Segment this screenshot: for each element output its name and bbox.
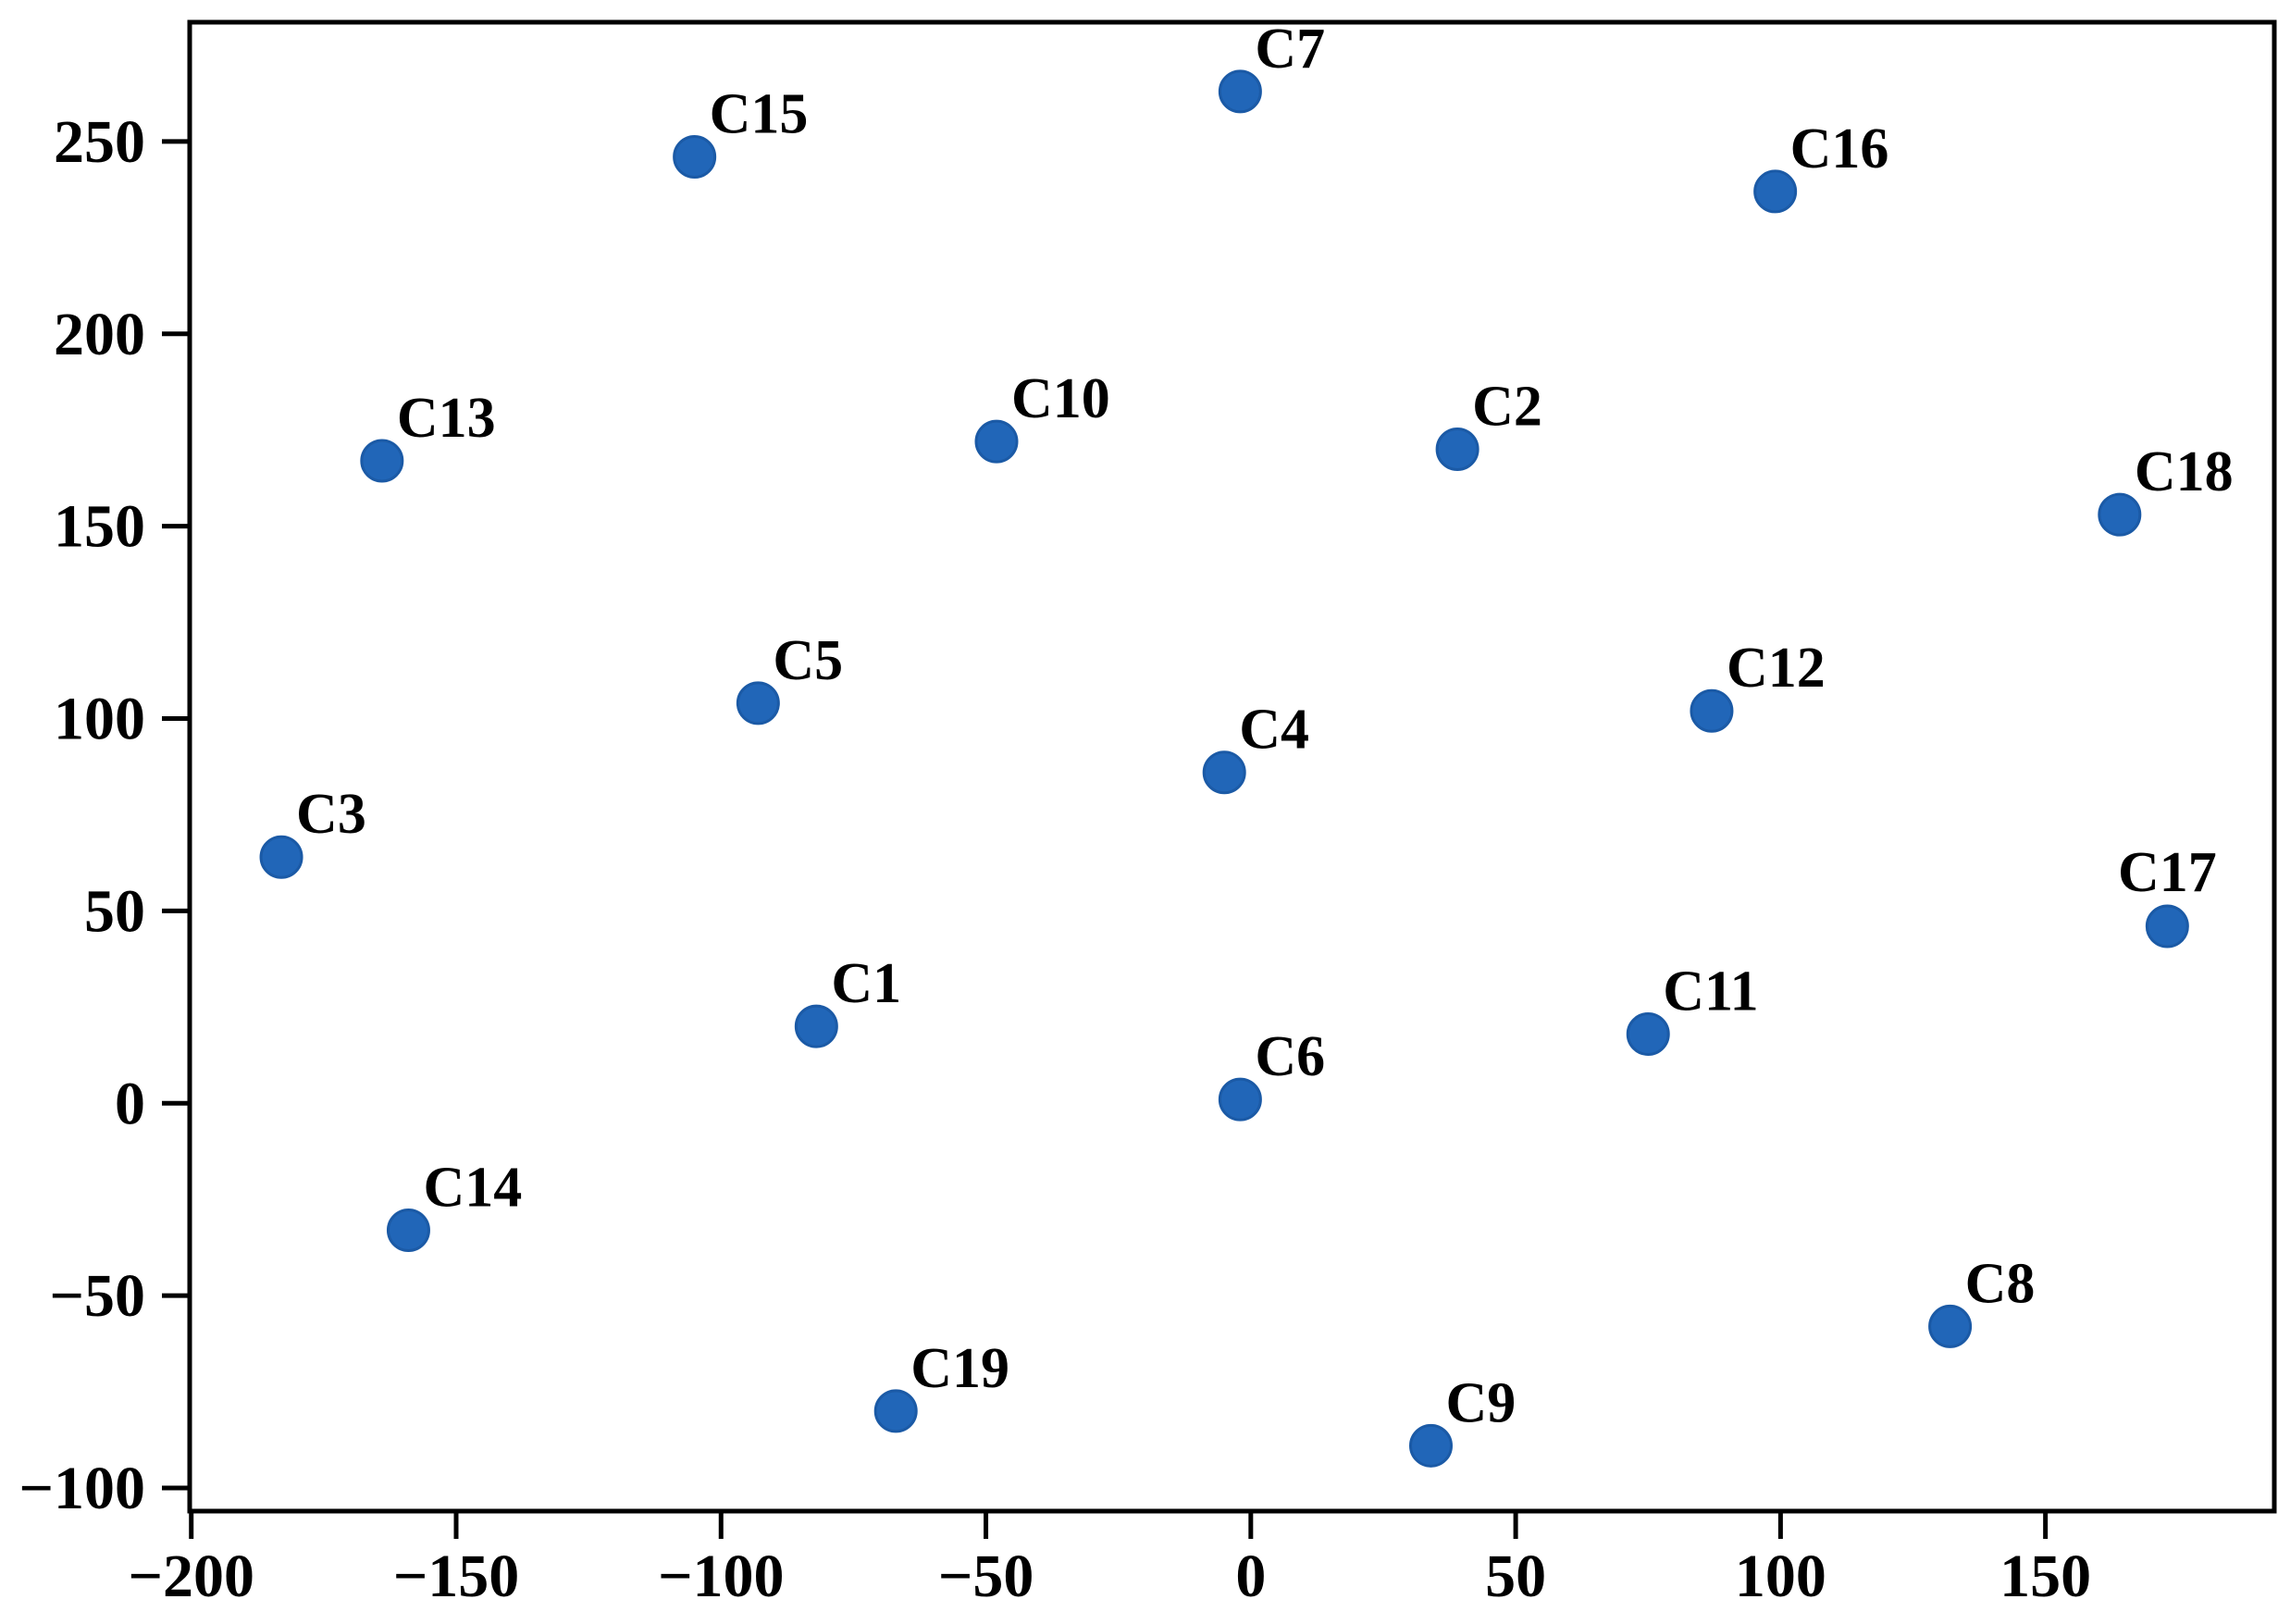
data-point-label: C3 xyxy=(296,783,366,846)
x-tick-label: 50 xyxy=(1485,1543,1546,1610)
x-tick-label: −100 xyxy=(658,1543,785,1610)
y-tick-label: 150 xyxy=(54,493,145,561)
y-tick-label: 0 xyxy=(115,1070,145,1137)
data-point-dot xyxy=(259,835,303,879)
data-point-dot xyxy=(673,135,717,180)
data-point-label: C15 xyxy=(710,83,809,146)
x-tick-label: −50 xyxy=(938,1543,1034,1610)
data-point-label: C14 xyxy=(423,1156,522,1219)
data-point-label: C4 xyxy=(1239,699,1309,762)
x-tick-label: 150 xyxy=(1999,1543,2091,1610)
data-point-dot xyxy=(736,681,780,725)
data-point-label: C2 xyxy=(1472,375,1542,438)
y-tick-label: −50 xyxy=(49,1262,145,1330)
data-point-label: C18 xyxy=(2135,440,2234,503)
x-tick-label: −150 xyxy=(393,1543,520,1610)
axes-frame xyxy=(187,19,2277,1514)
data-point-dot xyxy=(1435,427,1479,471)
y-tick-label: 50 xyxy=(84,877,145,945)
y-tick-label: −100 xyxy=(19,1455,145,1522)
data-point-label: C5 xyxy=(773,629,843,692)
data-point-label: C10 xyxy=(1011,367,1110,430)
y-tick-label: 200 xyxy=(54,301,145,368)
data-point-label: C12 xyxy=(1727,637,1826,700)
data-point-label: C11 xyxy=(1663,960,1758,1023)
data-point-dot xyxy=(2145,904,2189,948)
data-point-dot xyxy=(794,1004,838,1048)
data-point-dot xyxy=(1202,750,1246,795)
x-tick-label: 0 xyxy=(1235,1543,1266,1610)
data-point-label: C6 xyxy=(1255,1025,1325,1088)
y-tick-label: 250 xyxy=(54,108,145,176)
data-point-label: C9 xyxy=(1445,1371,1516,1434)
data-point-dot xyxy=(1408,1423,1453,1468)
data-point-dot xyxy=(1690,688,1734,733)
data-point-label: C1 xyxy=(831,952,901,1015)
data-point-dot xyxy=(1218,1077,1262,1122)
data-point-dot xyxy=(2098,492,2142,537)
x-tick-label: −200 xyxy=(128,1543,254,1610)
data-point-label: C17 xyxy=(2118,841,2217,904)
data-point-label: C8 xyxy=(1965,1252,2036,1315)
data-point-dot xyxy=(1626,1011,1670,1056)
data-point-dot xyxy=(873,1389,918,1433)
data-point-label: C13 xyxy=(397,387,496,450)
data-point-label: C16 xyxy=(1790,118,1889,180)
data-point-dot xyxy=(360,439,404,483)
x-tick-label: 100 xyxy=(1735,1543,1826,1610)
data-point-label: C7 xyxy=(1255,18,1325,81)
data-point-dot xyxy=(974,419,1019,464)
data-point-dot xyxy=(1218,69,1262,114)
data-point-label: C19 xyxy=(910,1337,1009,1400)
data-point-dot xyxy=(1928,1304,1973,1348)
y-tick-label: 100 xyxy=(54,686,145,753)
data-point-dot xyxy=(386,1208,430,1252)
data-point-dot xyxy=(1753,169,1798,214)
